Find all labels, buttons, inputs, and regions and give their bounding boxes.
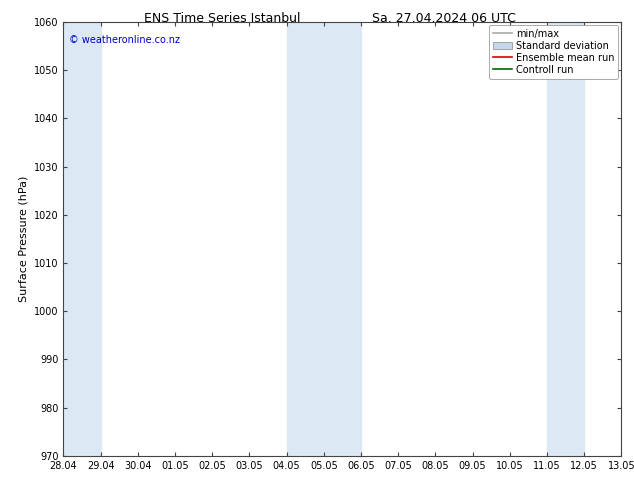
Bar [63, 22, 101, 456]
Text: © weatheronline.co.nz: © weatheronline.co.nz [69, 35, 180, 45]
Y-axis label: Surface Pressure (hPa): Surface Pressure (hPa) [18, 176, 29, 302]
Bar [547, 22, 584, 456]
Text: Sa. 27.04.2024 06 UTC: Sa. 27.04.2024 06 UTC [372, 12, 515, 25]
Bar [287, 22, 361, 456]
Text: ENS Time Series Istanbul: ENS Time Series Istanbul [144, 12, 300, 25]
Legend: min/max, Standard deviation, Ensemble mean run, Controll run: min/max, Standard deviation, Ensemble me… [489, 25, 618, 78]
